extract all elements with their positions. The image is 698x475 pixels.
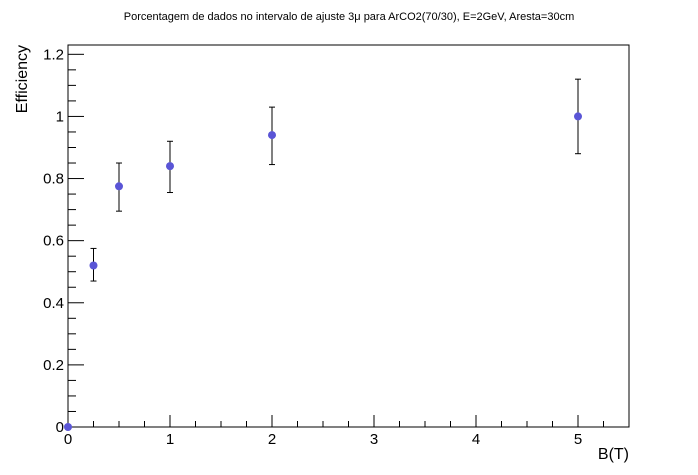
x-tick-label: 4 (472, 431, 480, 448)
chart-title: Porcentagem de dados no intervalo de aju… (124, 11, 574, 23)
data-point (268, 131, 276, 140)
x-tick-label: 3 (370, 431, 378, 448)
y-tick-label: 1.2 (43, 46, 64, 63)
data-point (574, 112, 582, 121)
data-point (115, 182, 123, 191)
x-tick-label: 2 (268, 431, 276, 448)
y-axis: 0 0.2 0.4 0.6 0.8 1 1.2 (43, 46, 84, 436)
y-tick-label: 0 (56, 419, 64, 436)
y-tick-label: 0.2 (43, 357, 64, 374)
data-point (89, 261, 98, 270)
y-tick-label: 0.4 (43, 295, 64, 312)
plot-frame (67, 44, 630, 428)
x-tick-label: 0 (64, 431, 72, 448)
y-tick-label: 1 (56, 108, 64, 125)
x-tick-label: 5 (574, 431, 582, 448)
data-point (166, 162, 174, 171)
data-series (64, 78, 582, 431)
y-axis-label: Efficiency (14, 45, 31, 113)
x-axis: 0 1 2 3 4 5 (64, 415, 630, 448)
x-tick-label: 1 (166, 431, 174, 448)
y-tick-label: 0.6 (43, 233, 64, 250)
y-tick-label: 0.8 (43, 171, 64, 188)
x-axis-label: B(T) (598, 446, 629, 463)
data-point (64, 423, 72, 431)
